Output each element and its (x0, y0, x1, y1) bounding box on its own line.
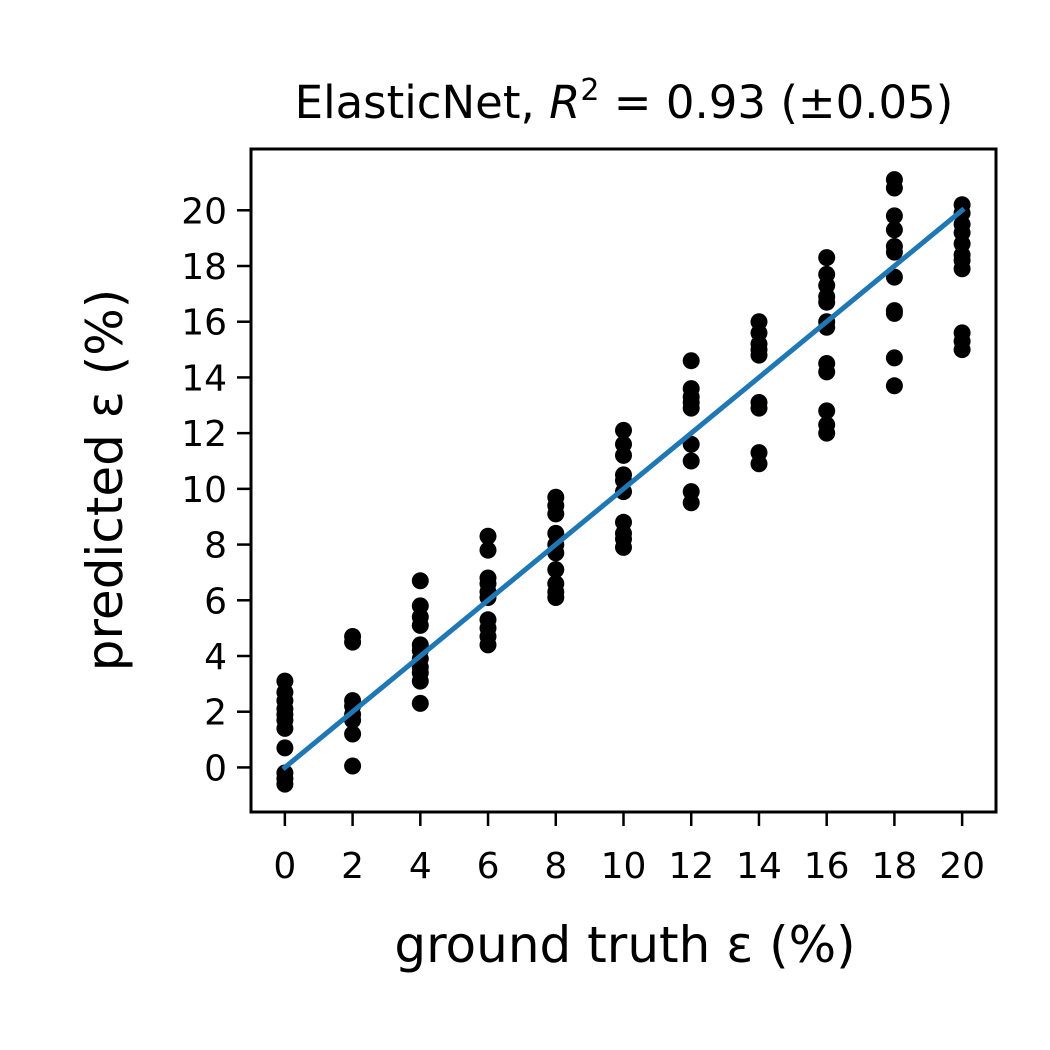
scatter-point-89 (818, 424, 836, 442)
plot-area (276, 171, 971, 793)
scatter-point-29 (411, 694, 429, 712)
scatter-point-49 (547, 589, 565, 606)
scatter-point-100 (885, 377, 903, 395)
scatter-point-59 (615, 538, 632, 556)
scatter-point-7 (276, 739, 294, 757)
scatter-point-30 (479, 527, 497, 545)
scatter-point-50 (615, 421, 632, 439)
scatter-point-28 (411, 672, 429, 690)
scatter-point-68 (682, 494, 700, 512)
scatter-point-64 (682, 399, 700, 417)
x-tick-label-8: 16 (804, 846, 850, 887)
scatter-point-111 (953, 341, 971, 359)
x-tick-label-9: 18 (872, 846, 918, 887)
scatter-point-22 (411, 616, 429, 634)
x-tick-label-6: 12 (668, 846, 714, 887)
x-tick-label-5: 10 (601, 846, 647, 887)
scatter-point-73 (750, 346, 768, 364)
x-tick-label-7: 14 (736, 846, 782, 887)
y-tick-label-9: 18 (181, 247, 227, 288)
scatter-point-91 (885, 179, 903, 197)
y-tick-label-10: 20 (181, 191, 227, 232)
scatter-point-93 (885, 221, 903, 239)
x-tick-label-10: 20 (939, 846, 985, 887)
y-tick-label-3: 6 (204, 581, 227, 622)
scatter-point-52 (615, 446, 632, 464)
y-tick-label-7: 14 (181, 358, 227, 399)
scatter-point-77 (750, 455, 768, 473)
scatter-point-92 (885, 207, 903, 225)
scatter-point-66 (682, 452, 700, 470)
x-tick-label-0: 0 (273, 846, 296, 887)
y-tick-label-8: 16 (181, 303, 227, 344)
scatter-point-19 (411, 572, 429, 590)
scatter-point-98 (885, 304, 903, 322)
y-tick-label-2: 4 (204, 637, 227, 678)
scatter-point-10 (276, 775, 294, 793)
y-tick-label-5: 10 (181, 470, 227, 511)
chart-title: ElasticNet, R2 = 0.93 (±0.05) (295, 73, 954, 129)
y-tick-label-0: 0 (204, 748, 227, 789)
scatter-point-86 (818, 363, 836, 381)
x-tick-label-2: 4 (409, 846, 432, 887)
scatter-point-18 (344, 757, 362, 775)
scatter-point-46 (547, 561, 565, 579)
scatter-point-87 (818, 402, 836, 420)
scatter-point-78 (818, 249, 836, 267)
scatter-point-17 (344, 725, 362, 743)
scatter-point-6 (276, 719, 294, 737)
y-tick-label-1: 2 (204, 693, 227, 734)
x-axis-label: ground truth ε (%) (394, 916, 855, 974)
scatter-point-96 (885, 268, 903, 286)
x-axis: 0 2 4 6 8 10 12 14 16 18 20 (273, 812, 985, 887)
scatter-point-42 (547, 505, 565, 523)
scatter-point-60 (682, 352, 700, 370)
y-axis: 0 2 4 6 8 10 12 14 16 18 20 (181, 191, 251, 789)
y-axis-label: predicted ε (%) (76, 289, 134, 672)
scatter-point-99 (885, 349, 903, 367)
scatter-point-65 (682, 435, 700, 453)
scatter-point-31 (479, 541, 497, 559)
scatter-point-39 (479, 636, 497, 654)
y-tick-label-4: 8 (204, 526, 227, 567)
x-tick-label-4: 8 (544, 846, 567, 887)
y-tick-label-6: 12 (181, 414, 227, 455)
x-tick-label-1: 2 (341, 846, 364, 887)
identity-line (281, 206, 966, 771)
scatter-point-75 (750, 399, 768, 417)
scatter-point-108 (953, 260, 971, 278)
scatter-point-12 (344, 633, 362, 651)
x-tick-label-3: 6 (477, 846, 500, 887)
scatter-point-82 (818, 293, 836, 311)
scatter-point-95 (885, 243, 903, 261)
